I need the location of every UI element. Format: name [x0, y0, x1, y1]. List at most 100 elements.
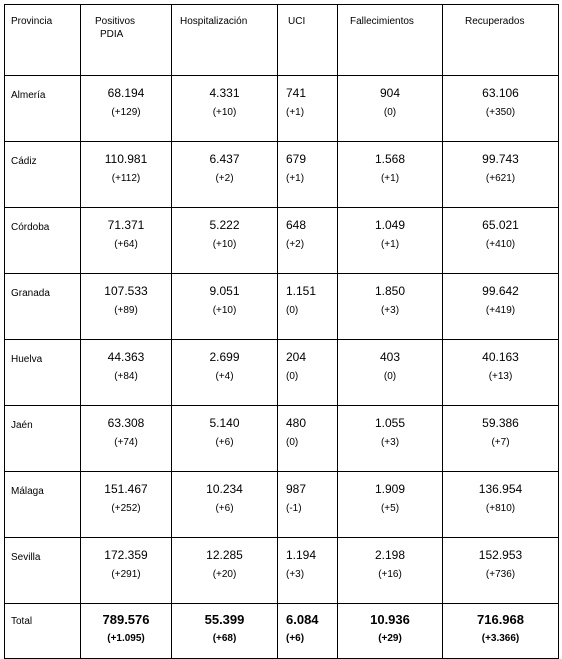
uci-delta: (+2) — [286, 239, 305, 250]
recuperados-delta: (+810) — [485, 503, 516, 514]
fallecimientos-delta: (0) — [383, 107, 397, 118]
positivos-value: 789.576 — [102, 612, 150, 627]
header-uci: UCI — [277, 4, 338, 76]
fallecimientos-value: 1.568 — [374, 152, 406, 166]
recuperados-delta: (+3.366) — [481, 633, 520, 644]
uci-cell: 1.194 (+3) — [277, 537, 338, 604]
fallecimientos-delta: (+16) — [378, 569, 402, 580]
fallecimientos-delta: (+5) — [380, 503, 400, 514]
uci-cell: 204 (0) — [277, 339, 338, 406]
fallecimientos-value: 1.850 — [374, 284, 406, 298]
hospitalizacion-delta: (+2) — [215, 173, 234, 184]
covid-data-table: Provincia Positivos PDIA Hospitalización… — [4, 4, 559, 659]
uci-value: 6.084 — [286, 612, 319, 627]
recuperados-delta: (+736) — [485, 569, 516, 580]
positivos-delta: (+84) — [114, 371, 138, 382]
fallecimientos-value: 1.049 — [374, 218, 406, 232]
provincia-cell: Granada — [4, 273, 81, 340]
provincia-cell: Sevilla — [4, 537, 81, 604]
hospitalizacion-delta: (+10) — [212, 305, 237, 316]
hospitalizacion-value: 10.234 — [206, 482, 243, 496]
positivos-cell: 71.371 (+64) — [80, 207, 172, 274]
hospitalizacion-delta: (+10) — [212, 239, 237, 250]
hospitalizacion-value: 9.051 — [209, 284, 240, 298]
recuperados-value: 65.021 — [482, 218, 519, 232]
table-row: Jaén 63.308 (+74) 5.140 (+6) 480 (0) 1.055 (+3) 5… — [4, 405, 559, 472]
fallecimientos-value: 904 — [379, 86, 401, 100]
positivos-cell: 151.467 (+252) — [80, 471, 172, 538]
positivos-cell: 172.359 (+291) — [80, 537, 172, 604]
uci-cell: 679 (+1) — [277, 141, 338, 208]
table-row: Sevilla 172.359 (+291) 12.285 (+20) 1.194 (+3)… — [4, 537, 559, 604]
header-positivos-line2: PDIA — [100, 29, 124, 40]
provincia-cell: Total — [4, 603, 81, 659]
uci-value: 987 — [286, 482, 307, 496]
fallecimientos-cell: 10.936 (+29) — [337, 603, 443, 659]
hospitalizacion-cell: 4.331 (+10) — [171, 75, 278, 142]
uci-cell: 987 (-1) — [277, 471, 338, 538]
positivos-delta: (+89) — [114, 305, 138, 316]
recuperados-delta: (+7) — [491, 437, 510, 448]
positivos-value: 151.467 — [104, 482, 148, 496]
positivos-delta: (+252) — [111, 503, 141, 514]
recuperados-value: 63.106 — [482, 86, 519, 100]
provincia-cell: Córdoba — [4, 207, 81, 274]
hospitalizacion-value: 5.222 — [209, 218, 240, 232]
table-row: Málaga 151.467 (+252) 10.234 (+6) 987 (-1) 1.90… — [4, 471, 559, 538]
table-body: Almería 68.194 (+129) 4.331 (+10) 741 (+1) 904 (… — [4, 75, 559, 659]
hospitalizacion-delta: (+6) — [215, 437, 234, 448]
uci-cell: 648 (+2) — [277, 207, 338, 274]
table-row: Granada 107.533 (+89) 9.051 (+10) 1.151 (0) 1.8… — [4, 273, 559, 340]
positivos-value: 71.371 — [107, 218, 145, 232]
recuperados-delta: (+621) — [485, 173, 516, 184]
fallecimientos-delta: (+3) — [380, 305, 400, 316]
fallecimientos-value: 1.909 — [374, 482, 406, 496]
recuperados-delta: (+419) — [485, 305, 516, 316]
fallecimientos-cell: 904 (0) — [337, 75, 443, 142]
uci-delta: (+3) — [286, 569, 305, 580]
recuperados-cell: 40.163 (+13) — [442, 339, 559, 406]
header-positivos-line1: Positivos — [95, 16, 136, 27]
fallecimientos-delta: (+29) — [378, 633, 402, 644]
positivos-cell: 107.533 (+89) — [80, 273, 172, 340]
uci-cell: 480 (0) — [277, 405, 338, 472]
provincia-cell: Almería — [4, 75, 81, 142]
positivos-cell: 110.981 (+112) — [80, 141, 172, 208]
hospitalizacion-cell: 5.140 (+6) — [171, 405, 278, 472]
header-row: Provincia Positivos PDIA Hospitalización… — [4, 4, 559, 76]
recuperados-delta: (+350) — [485, 107, 516, 118]
uci-delta: (-1) — [286, 503, 302, 514]
uci-value: 1.194 — [286, 548, 317, 562]
positivos-value: 107.533 — [104, 284, 148, 298]
fallecimientos-value: 1.055 — [374, 416, 406, 430]
uci-cell: 1.151 (0) — [277, 273, 338, 340]
fallecimientos-cell: 403 (0) — [337, 339, 443, 406]
recuperados-value: 59.386 — [482, 416, 519, 430]
hospitalizacion-delta: (+10) — [212, 107, 237, 118]
hospitalizacion-value: 12.285 — [206, 548, 243, 562]
hospitalizacion-delta: (+20) — [212, 569, 237, 580]
fallecimientos-cell: 1.850 (+3) — [337, 273, 443, 340]
fallecimientos-cell: 1.568 (+1) — [337, 141, 443, 208]
recuperados-value: 152.953 — [478, 548, 523, 562]
header-fallecimientos: Fallecimientos — [337, 4, 443, 76]
hospitalizacion-cell: 55.399 (+68) — [171, 603, 278, 659]
uci-cell: 741 (+1) — [277, 75, 338, 142]
total-row: Total 789.576 (+1.095) 55.399 (+68) 6.084 (+6)… — [4, 603, 559, 659]
fallecimientos-value: 2.198 — [374, 548, 406, 562]
fallecimientos-delta: (+1) — [380, 239, 400, 250]
uci-value: 679 — [286, 152, 307, 166]
hospitalizacion-cell: 6.437 (+2) — [171, 141, 278, 208]
header-recuperados: Recuperados — [442, 4, 559, 76]
recuperados-cell: 59.386 (+7) — [442, 405, 559, 472]
provincia-cell: Cádiz — [4, 141, 81, 208]
uci-value: 204 — [286, 350, 307, 364]
fallecimientos-cell: 1.909 (+5) — [337, 471, 443, 538]
recuperados-cell: 152.953 (+736) — [442, 537, 559, 604]
fallecimientos-cell: 2.198 (+16) — [337, 537, 443, 604]
positivos-cell: 44.363 (+84) — [80, 339, 172, 406]
fallecimientos-value: 10.936 — [370, 612, 410, 627]
header-provincia: Provincia — [4, 4, 81, 76]
positivos-cell: 789.576 (+1.095) — [80, 603, 172, 659]
uci-cell: 6.084 (+6) — [277, 603, 338, 659]
